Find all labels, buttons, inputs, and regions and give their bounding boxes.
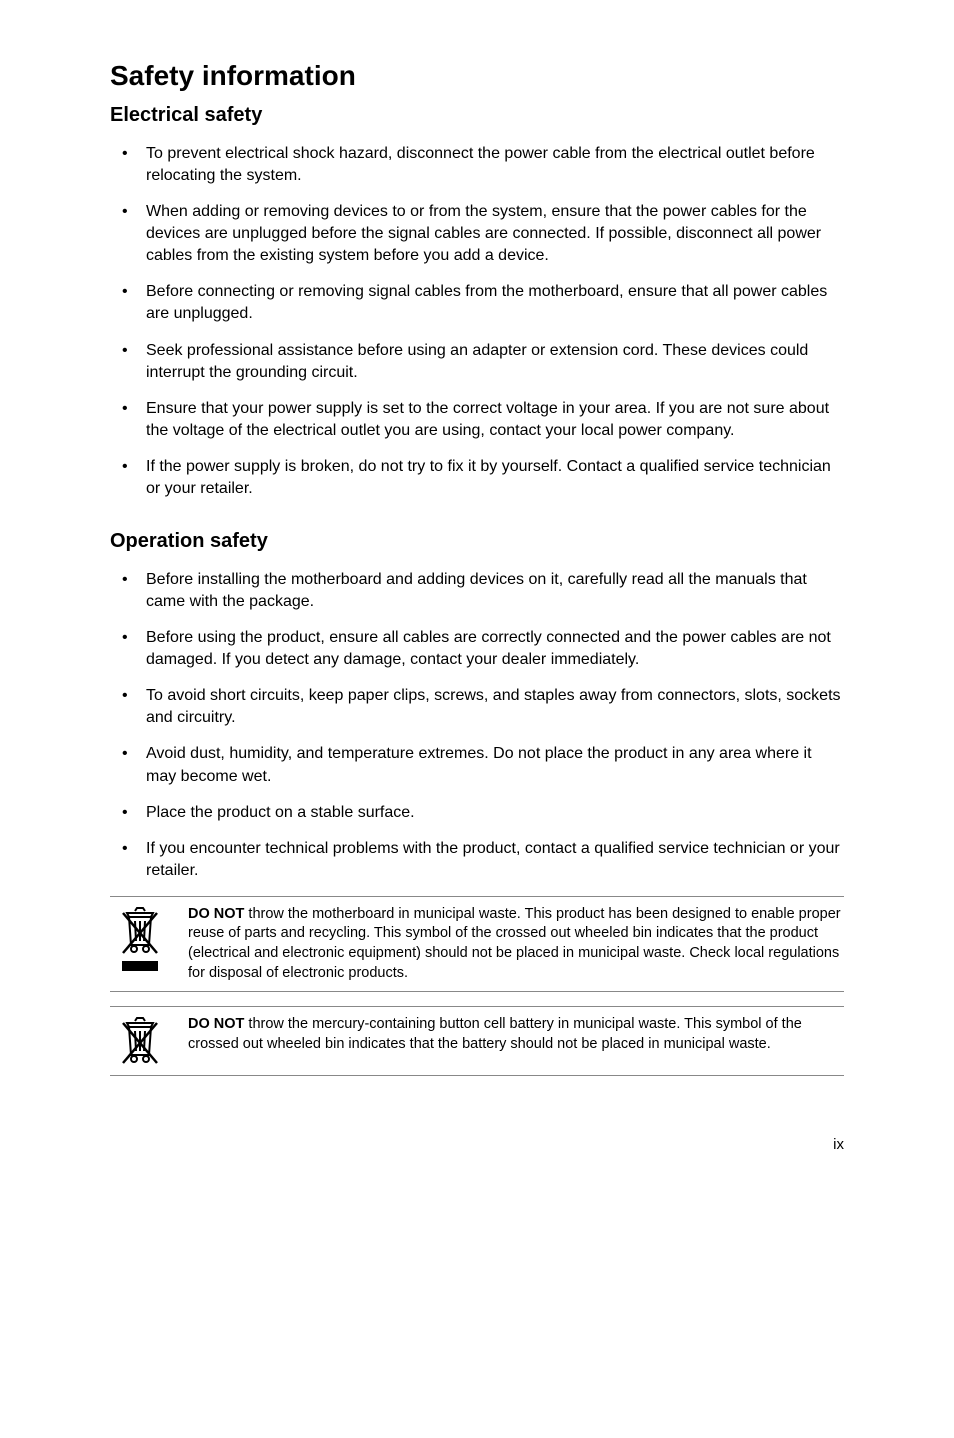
list-item: When adding or removing devices to or fr… <box>110 201 844 267</box>
list-item: Ensure that your power supply is set to … <box>110 398 844 442</box>
battery-notice: DO NOT throw the mercury-containing butt… <box>110 1006 844 1076</box>
list-item: If you encounter technical problems with… <box>110 838 844 882</box>
list-item: Before using the product, ensure all cab… <box>110 627 844 671</box>
battery-notice-text: DO NOT throw the mercury-containing butt… <box>188 1015 844 1054</box>
weee-bin-icon <box>110 905 170 971</box>
operation-safety-list: Before installing the motherboard and ad… <box>110 569 844 882</box>
page-title: Safety information <box>110 60 844 92</box>
list-item: To prevent electrical shock hazard, disc… <box>110 143 844 187</box>
document-page: Safety information Electrical safety To … <box>0 0 954 1193</box>
weee-bar-icon <box>122 961 158 971</box>
notice-body: throw the mercury-containing button cell… <box>188 1016 802 1052</box>
notice-body: throw the motherboard in municipal waste… <box>188 906 841 981</box>
do-not-label: DO NOT <box>188 906 244 922</box>
list-item: Place the product on a stable surface. <box>110 802 844 824</box>
list-item: Avoid dust, humidity, and temperature ex… <box>110 743 844 787</box>
electrical-safety-list: To prevent electrical shock hazard, disc… <box>110 143 844 500</box>
list-item: Before connecting or removing signal cab… <box>110 281 844 325</box>
section-heading-electrical: Electrical safety <box>110 104 844 127</box>
weee-bin-icon <box>110 1015 170 1067</box>
page-number: ix <box>110 1136 844 1153</box>
list-item: To avoid short circuits, keep paper clip… <box>110 685 844 729</box>
weee-notice-text: DO NOT throw the motherboard in municipa… <box>188 905 844 983</box>
list-item: If the power supply is broken, do not tr… <box>110 456 844 500</box>
list-item: Seek professional assistance before usin… <box>110 340 844 384</box>
weee-notice: DO NOT throw the motherboard in municipa… <box>110 896 844 992</box>
do-not-label: DO NOT <box>188 1016 244 1032</box>
list-item: Before installing the motherboard and ad… <box>110 569 844 613</box>
section-heading-operation: Operation safety <box>110 530 844 553</box>
